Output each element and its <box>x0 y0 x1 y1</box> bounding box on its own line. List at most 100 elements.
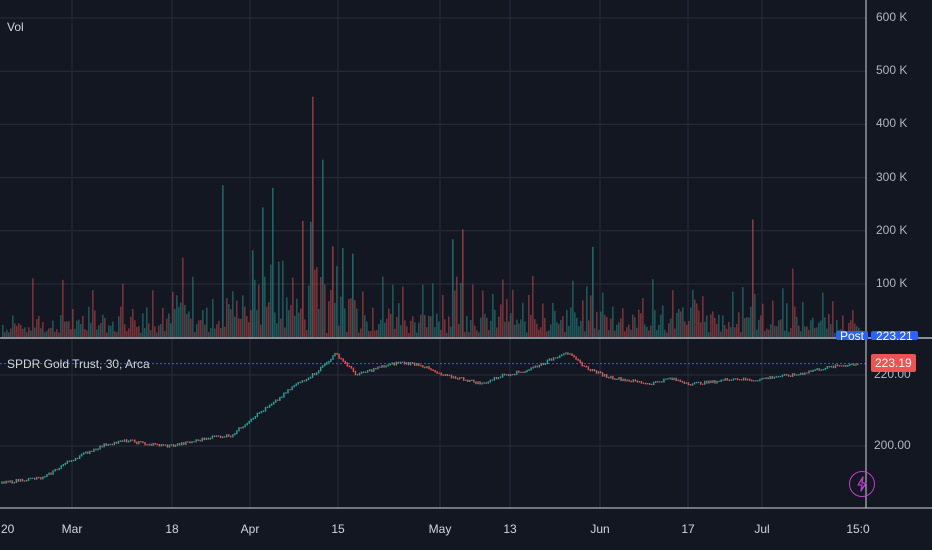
volume-bar <box>70 329 72 337</box>
volume-bar <box>650 325 652 337</box>
volume-bar <box>576 317 578 337</box>
volume-bar <box>120 306 122 337</box>
volume-bar <box>614 330 616 337</box>
volume-bar <box>270 264 272 337</box>
volume-bar <box>194 332 196 337</box>
volume-bar <box>832 301 834 337</box>
volume-bar <box>212 298 214 337</box>
volume-bar <box>268 302 270 337</box>
volume-bar <box>422 284 424 337</box>
symbol-legend[interactable]: SPDR Gold Trust, 30, Arca <box>7 357 150 371</box>
volume-axis-tick: 500 K <box>876 63 908 78</box>
time-axis-label: 13 <box>503 522 517 536</box>
volume-bar <box>286 297 288 337</box>
volume-bar <box>416 332 418 337</box>
post-price-tag: 223.21 <box>871 331 918 340</box>
volume-bar <box>138 326 140 337</box>
volume-bar <box>830 324 832 337</box>
volume-bar <box>370 331 372 337</box>
volume-bar <box>450 326 452 337</box>
volume-axis-tick: 200 K <box>876 222 908 237</box>
volume-bar <box>682 307 684 337</box>
volume-bar <box>640 313 642 337</box>
volume-bar <box>710 314 712 337</box>
volume-bar <box>282 260 284 337</box>
volume-bar <box>596 311 598 337</box>
volume-bar <box>108 325 110 337</box>
volume-bar <box>262 207 264 337</box>
volume-bar <box>552 302 554 337</box>
volume-bar <box>116 332 118 337</box>
volume-bar <box>440 329 442 337</box>
volume-axis-tick: 400 K <box>876 116 908 131</box>
volume-bar <box>236 300 238 337</box>
volume-bar <box>788 331 790 337</box>
volume-bar <box>812 317 814 337</box>
volume-bar <box>184 305 186 337</box>
volume-bar <box>392 284 394 337</box>
time-axis-label: May <box>428 522 452 536</box>
volume-bar <box>264 276 266 337</box>
volume-bar <box>122 283 124 337</box>
volume-bar <box>266 306 268 337</box>
volume-bar <box>410 320 412 337</box>
volume-bar <box>22 328 24 337</box>
volume-bar <box>126 330 128 337</box>
volume-bar <box>510 313 512 337</box>
volume-bar <box>250 310 252 337</box>
volume-bar <box>828 314 830 337</box>
volume-bar <box>84 329 86 337</box>
volume-bar <box>594 328 596 337</box>
volume-bar <box>522 302 524 337</box>
volume-bar <box>110 325 112 337</box>
volume-bar <box>72 309 74 337</box>
volume-bar <box>514 324 516 337</box>
volume-bar <box>134 320 136 337</box>
volume-bar <box>186 314 188 337</box>
volume-bar <box>642 297 644 337</box>
volume-bar <box>216 324 218 337</box>
volume-bar <box>312 96 314 337</box>
volume-axis-tick: 100 K <box>876 276 908 290</box>
volume-bar <box>322 159 324 337</box>
volume-bar <box>254 279 256 337</box>
volume-bar <box>142 313 144 337</box>
volume-bar <box>722 315 724 337</box>
volume-bar <box>584 331 586 337</box>
volume-bar <box>802 302 804 337</box>
volume-bar <box>438 321 440 337</box>
volume-axis-tick: 600 K <box>876 10 908 24</box>
volume-bar <box>804 326 806 337</box>
volume-bar <box>204 324 206 337</box>
volume-bar <box>806 326 808 337</box>
volume-bar <box>574 312 576 337</box>
last-price-tag: 223.19 <box>871 354 916 372</box>
volume-bar <box>606 317 608 337</box>
volume-bar <box>210 328 212 337</box>
volume-bar <box>48 328 50 337</box>
volume-bar <box>842 315 844 337</box>
volume-bar <box>196 324 198 337</box>
price-axis-tick: 200.00 <box>874 438 911 452</box>
volume-bar <box>308 285 310 337</box>
volume-bar <box>150 330 152 337</box>
volume-bar <box>338 325 340 337</box>
volume-bar <box>348 299 350 337</box>
volume-bar <box>258 284 260 337</box>
volume-bar <box>354 300 356 337</box>
volume-bar <box>128 328 130 337</box>
volume-bar <box>344 308 346 337</box>
volume-bar <box>716 323 718 337</box>
lightning-bolt-icon[interactable] <box>849 471 875 497</box>
volume-bar <box>480 317 482 337</box>
volume-bar <box>140 332 142 337</box>
volume-bar <box>74 329 76 337</box>
volume-bar <box>192 276 194 337</box>
volume-bar <box>320 277 322 337</box>
volume-bar <box>98 325 100 337</box>
volume-bar <box>164 330 166 337</box>
volume-bar <box>168 313 170 337</box>
volume-bar <box>702 296 704 337</box>
volume-bar <box>280 318 282 337</box>
volume-bar <box>218 321 220 337</box>
